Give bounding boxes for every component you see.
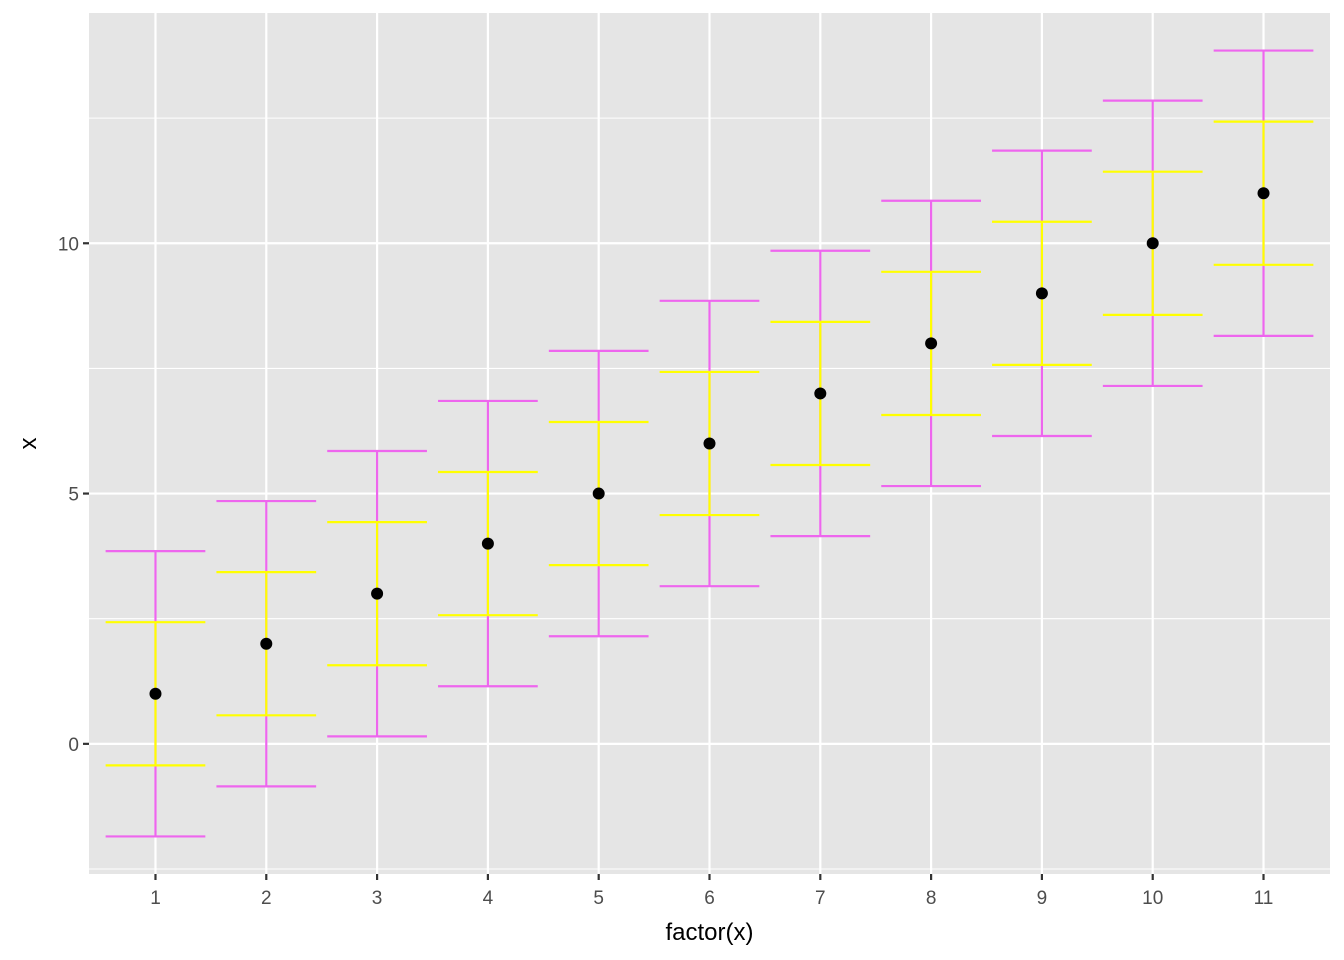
y-axis-title: x bbox=[15, 438, 42, 450]
data-point bbox=[1146, 237, 1159, 250]
x-tick-label: 6 bbox=[704, 888, 715, 909]
x-tick-label: 11 bbox=[1254, 888, 1274, 909]
data-point bbox=[149, 687, 162, 700]
data-point bbox=[1035, 287, 1048, 300]
data-point bbox=[592, 487, 605, 500]
x-axis-title: factor(x) bbox=[665, 919, 753, 946]
y-tick-label: 10 bbox=[58, 234, 79, 255]
data-point bbox=[481, 537, 494, 550]
data-point bbox=[371, 587, 384, 600]
data-point bbox=[814, 387, 827, 400]
x-tick-label: 9 bbox=[1037, 888, 1048, 909]
x-tick-label: 4 bbox=[483, 888, 494, 909]
x-tick-label: 5 bbox=[593, 888, 604, 909]
data-point bbox=[260, 637, 273, 650]
data-point bbox=[1257, 187, 1270, 200]
y-tick-label: 0 bbox=[68, 735, 79, 756]
x-tick-label: 7 bbox=[815, 888, 826, 909]
x-tick-label: 2 bbox=[261, 888, 272, 909]
data-points bbox=[149, 187, 1270, 700]
axes: 0 5 10 1 2 3 4 5 6 7 8 9 10 11 bbox=[58, 234, 1274, 909]
data-point bbox=[925, 337, 938, 350]
x-tick-label: 8 bbox=[926, 888, 937, 909]
x-tick-label: 1 bbox=[150, 888, 161, 909]
x-tick-label: 3 bbox=[372, 888, 383, 909]
y-tick-label: 5 bbox=[68, 485, 79, 506]
x-tick-label: 10 bbox=[1142, 888, 1163, 909]
data-point bbox=[703, 437, 716, 450]
